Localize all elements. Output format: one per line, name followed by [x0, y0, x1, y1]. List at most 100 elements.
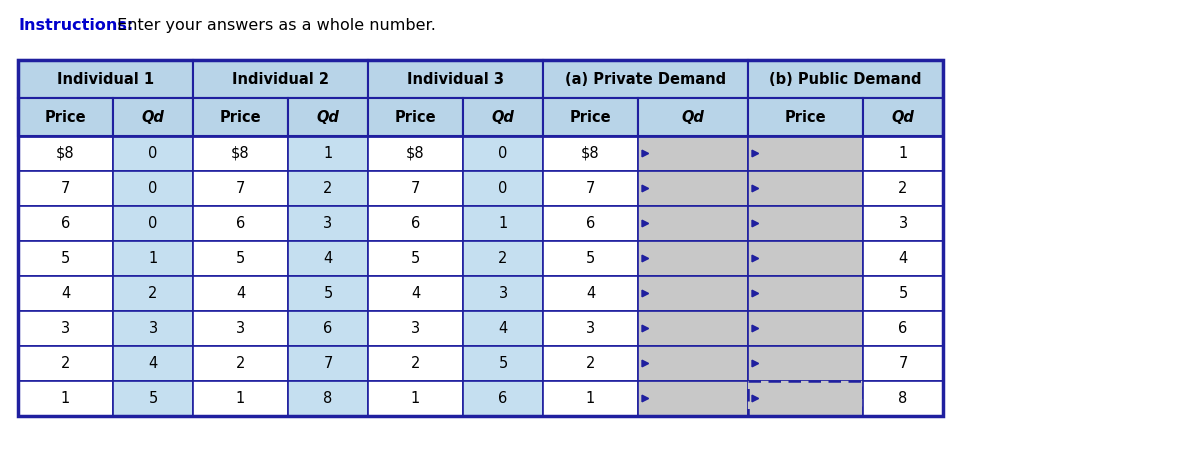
Bar	[543, 171, 638, 206]
Text: Individual 2: Individual 2	[232, 71, 328, 86]
Text: 7: 7	[898, 356, 908, 371]
Text: 6: 6	[61, 216, 70, 231]
Bar	[863, 381, 942, 416]
Bar	[543, 276, 638, 311]
Polygon shape	[752, 290, 758, 297]
Bar	[463, 136, 543, 171]
Bar	[463, 98, 543, 136]
Text: 1: 1	[585, 391, 595, 406]
Bar	[18, 206, 113, 241]
Text: 6: 6	[324, 321, 333, 336]
Text: 3: 3	[149, 321, 157, 336]
Bar	[18, 381, 113, 416]
Text: Individual 3: Individual 3	[407, 71, 505, 86]
Text: 8: 8	[324, 391, 333, 406]
Bar	[749, 60, 942, 98]
Bar	[749, 381, 863, 416]
Bar	[193, 206, 288, 241]
Bar	[113, 171, 193, 206]
Bar	[288, 346, 368, 381]
Bar	[543, 346, 638, 381]
Bar	[863, 98, 942, 136]
Bar	[543, 98, 638, 136]
Polygon shape	[752, 395, 758, 402]
Text: 5: 5	[499, 356, 508, 371]
Text: Price: Price	[220, 110, 262, 125]
Text: Price: Price	[570, 110, 612, 125]
Bar	[543, 206, 638, 241]
Text: 3: 3	[61, 321, 70, 336]
Polygon shape	[641, 220, 649, 227]
Bar	[638, 381, 749, 416]
Text: 3: 3	[411, 321, 420, 336]
Text: 8: 8	[898, 391, 908, 406]
Bar	[463, 171, 543, 206]
Bar	[749, 381, 863, 416]
Bar	[749, 276, 863, 311]
Bar	[288, 311, 368, 346]
Bar	[638, 171, 749, 206]
Text: 4: 4	[61, 286, 70, 301]
Bar	[463, 311, 543, 346]
Text: 7: 7	[411, 181, 420, 196]
Text: 7: 7	[324, 356, 333, 371]
Bar	[193, 98, 288, 136]
Text: 4: 4	[898, 251, 908, 266]
Text: 0: 0	[149, 181, 158, 196]
Bar	[368, 136, 463, 171]
Bar	[543, 381, 638, 416]
Polygon shape	[641, 395, 649, 402]
Polygon shape	[752, 360, 758, 367]
Text: 5: 5	[236, 251, 245, 266]
Bar	[193, 241, 288, 276]
Bar	[288, 241, 368, 276]
Bar	[18, 171, 113, 206]
Text: Qd: Qd	[317, 110, 339, 125]
Text: 2: 2	[898, 181, 908, 196]
Text: Price: Price	[45, 110, 87, 125]
Text: 6: 6	[585, 216, 595, 231]
Polygon shape	[641, 290, 649, 297]
Bar	[749, 346, 863, 381]
Text: $8: $8	[406, 146, 425, 161]
Text: 0: 0	[499, 181, 508, 196]
Bar	[368, 241, 463, 276]
Text: 5: 5	[411, 251, 420, 266]
Bar	[863, 206, 942, 241]
Bar	[113, 276, 193, 311]
Bar	[288, 276, 368, 311]
Bar	[543, 241, 638, 276]
Text: 2: 2	[149, 286, 158, 301]
Text: Individual 1: Individual 1	[57, 71, 154, 86]
Text: 2: 2	[585, 356, 595, 371]
Bar	[18, 311, 113, 346]
Polygon shape	[641, 360, 649, 367]
Text: 6: 6	[236, 216, 245, 231]
Text: Instructions:: Instructions:	[18, 18, 133, 33]
Text: 5: 5	[585, 251, 595, 266]
Bar	[18, 346, 113, 381]
Bar	[288, 206, 368, 241]
Bar	[638, 276, 749, 311]
Bar	[368, 311, 463, 346]
Bar	[638, 311, 749, 346]
Text: 6: 6	[898, 321, 908, 336]
Bar	[288, 171, 368, 206]
Polygon shape	[752, 325, 758, 332]
Polygon shape	[641, 150, 649, 157]
Bar	[113, 311, 193, 346]
Text: 4: 4	[411, 286, 420, 301]
Bar	[18, 98, 113, 136]
Text: (a) Private Demand: (a) Private Demand	[565, 71, 726, 86]
Bar	[463, 206, 543, 241]
Text: 2: 2	[236, 356, 245, 371]
Bar	[368, 381, 463, 416]
Bar	[368, 276, 463, 311]
Bar	[749, 241, 863, 276]
Bar	[368, 98, 463, 136]
Bar	[543, 136, 638, 171]
Text: 2: 2	[499, 251, 508, 266]
Bar	[193, 171, 288, 206]
Bar	[18, 276, 113, 311]
Bar	[368, 171, 463, 206]
